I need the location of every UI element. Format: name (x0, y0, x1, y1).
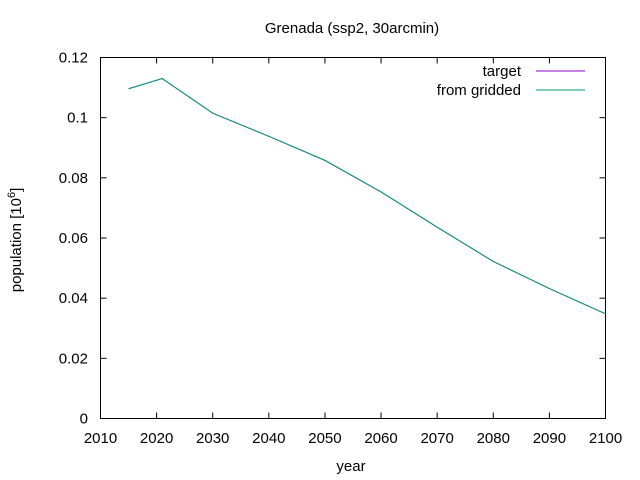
x-axis-ticks: 2010 2020 2030 2040 2050 2060 2070 2080 2090 2100 (84, 57, 622, 447)
x-tick-label: 2050 (308, 430, 341, 447)
x-tick-label: 2080 (477, 430, 510, 447)
y-tick-label: 0.08 (59, 170, 88, 187)
y-tick-label: 0.1 (67, 110, 88, 127)
x-tick-label: 2020 (140, 430, 173, 447)
x-tick-label: 2040 (252, 430, 285, 447)
legend-label: target (483, 63, 522, 80)
legend: target from gridded (437, 63, 585, 99)
x-axis-label: year (336, 458, 365, 475)
series-lines (128, 78, 606, 315)
y-tick-label: 0.12 (59, 50, 88, 67)
x-tick-label: 2010 (84, 430, 117, 447)
y-tick-label: 0.02 (59, 350, 88, 367)
y-axis-label-exponent: 6 (6, 192, 18, 198)
x-tick-label: 2060 (364, 430, 397, 447)
y-axis-label-base: population [10 (8, 198, 25, 292)
x-tick-label: 2070 (420, 430, 453, 447)
y-tick-label: 0.06 (59, 230, 88, 247)
y-tick-label: 0.04 (59, 290, 88, 307)
x-tick-label: 2100 (589, 430, 622, 447)
chart-title: Grenada (ssp2, 30arcmin) (265, 20, 439, 37)
legend-label: from gridded (437, 82, 521, 99)
y-axis-label: population [106] (6, 188, 25, 293)
series-line (128, 78, 606, 315)
x-tick-label: 2090 (533, 430, 566, 447)
plot-frame (100, 57, 606, 419)
y-axis-label-close: ] (8, 188, 25, 192)
y-axis-ticks: 0 0.02 0.04 0.06 0.08 0.1 0.12 (59, 50, 606, 428)
y-tick-label: 0 (80, 411, 88, 428)
series-line (128, 78, 606, 315)
x-tick-label: 2030 (196, 430, 229, 447)
